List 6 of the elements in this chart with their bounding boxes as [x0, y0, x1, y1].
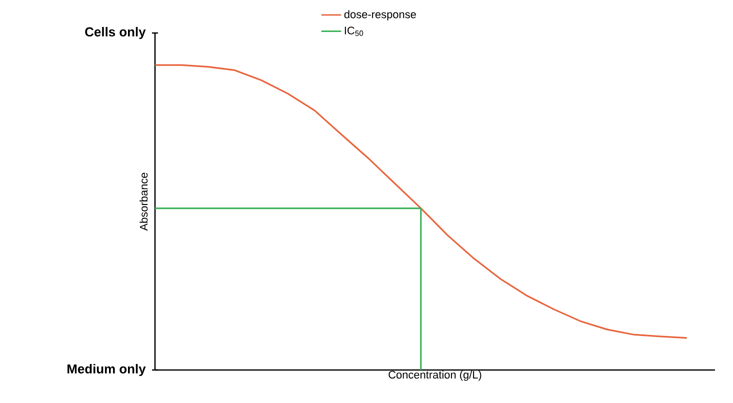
y-axis-title: Absorbance: [140, 172, 148, 231]
legend-label: dose-response: [344, 10, 416, 20]
text: Cells only: [85, 26, 146, 40]
legend-label: IC$_{50}$: [344, 26, 364, 36]
x-axis-title: Concentration (g/L): [388, 370, 482, 381]
text: Medium only: [68, 364, 146, 376]
